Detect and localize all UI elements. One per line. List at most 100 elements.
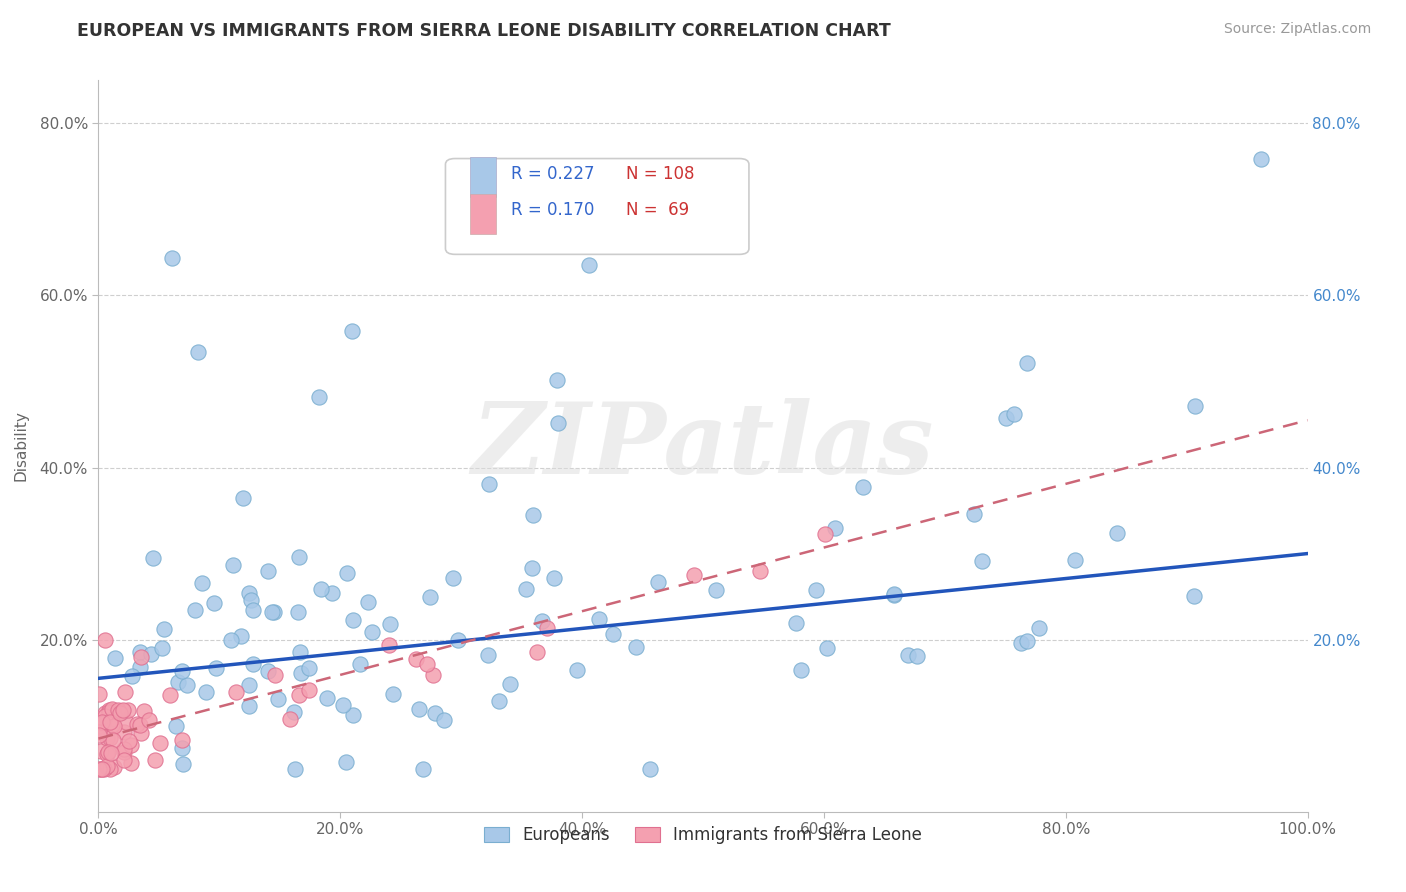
Point <box>238 699 260 714</box>
Point <box>120 756 142 771</box>
Point <box>264 667 287 681</box>
Point <box>287 605 309 619</box>
Point <box>1017 356 1039 370</box>
Point <box>127 717 149 731</box>
Point <box>284 762 307 776</box>
Point <box>172 756 194 771</box>
Point <box>100 746 122 760</box>
Point <box>378 638 401 652</box>
Point <box>382 687 405 701</box>
FancyBboxPatch shape <box>446 159 749 254</box>
Text: N =  69: N = 69 <box>626 201 689 219</box>
Point <box>221 632 243 647</box>
Point <box>225 685 247 699</box>
Point <box>515 582 537 596</box>
Point <box>238 678 260 692</box>
Point <box>134 705 156 719</box>
Point <box>138 713 160 727</box>
Text: Source: ZipAtlas.com: Source: ZipAtlas.com <box>1223 22 1371 37</box>
Point <box>405 651 427 665</box>
Point <box>101 712 124 726</box>
Point <box>477 648 499 662</box>
Point <box>129 645 152 659</box>
Point <box>804 583 827 598</box>
Point <box>104 650 127 665</box>
Point <box>263 605 285 619</box>
Point <box>814 527 837 541</box>
Point <box>121 669 143 683</box>
Point <box>287 689 309 703</box>
Point <box>94 709 117 723</box>
Point <box>96 758 118 772</box>
Point <box>824 521 846 535</box>
Point <box>98 703 121 717</box>
Point <box>101 733 124 747</box>
Point <box>602 626 624 640</box>
Point <box>288 645 311 659</box>
Point <box>97 745 120 759</box>
Point <box>90 762 112 776</box>
Point <box>195 685 218 699</box>
FancyBboxPatch shape <box>470 194 496 234</box>
Point <box>103 760 125 774</box>
Point <box>1015 634 1038 648</box>
Point <box>578 258 600 272</box>
Point <box>222 558 245 573</box>
Point <box>149 735 172 749</box>
Point <box>107 703 129 717</box>
Point <box>111 703 134 717</box>
Point <box>112 724 135 739</box>
Point <box>90 762 112 776</box>
Point <box>117 703 139 717</box>
Point <box>115 715 138 730</box>
Point <box>98 705 121 719</box>
Point <box>342 613 364 627</box>
Point <box>98 714 121 729</box>
Point <box>143 753 166 767</box>
Point <box>172 740 194 755</box>
Point <box>565 663 588 677</box>
Point <box>1063 553 1085 567</box>
Point <box>96 731 118 746</box>
Point <box>205 660 228 674</box>
Point <box>89 728 111 742</box>
Point <box>536 621 558 635</box>
Point <box>1182 590 1205 604</box>
Point <box>290 666 312 681</box>
Point <box>748 564 770 578</box>
Point <box>120 738 142 752</box>
Point <box>441 571 464 585</box>
Point <box>176 678 198 692</box>
Point <box>905 649 928 664</box>
Point <box>361 625 384 640</box>
Point <box>588 612 610 626</box>
Point <box>267 692 290 706</box>
Point <box>308 390 330 404</box>
Point <box>309 582 332 596</box>
Point <box>139 647 162 661</box>
Point <box>416 657 439 672</box>
Point <box>520 561 543 575</box>
Point <box>240 592 263 607</box>
Point <box>128 718 150 732</box>
Point <box>883 588 905 602</box>
Point <box>547 416 569 430</box>
Point <box>100 731 122 746</box>
Point <box>187 344 209 359</box>
Point <box>114 684 136 698</box>
Point <box>242 602 264 616</box>
Text: ZIPatlas: ZIPatlas <box>472 398 934 494</box>
Point <box>883 587 905 601</box>
Point <box>332 698 354 713</box>
Point <box>257 564 280 578</box>
Point <box>94 706 117 721</box>
Point <box>852 480 875 494</box>
Point <box>321 586 343 600</box>
Point <box>638 762 661 776</box>
Point <box>704 582 727 597</box>
Point <box>498 677 520 691</box>
Point <box>112 742 135 756</box>
Point <box>191 575 214 590</box>
Point <box>93 762 115 776</box>
Point <box>682 568 704 582</box>
